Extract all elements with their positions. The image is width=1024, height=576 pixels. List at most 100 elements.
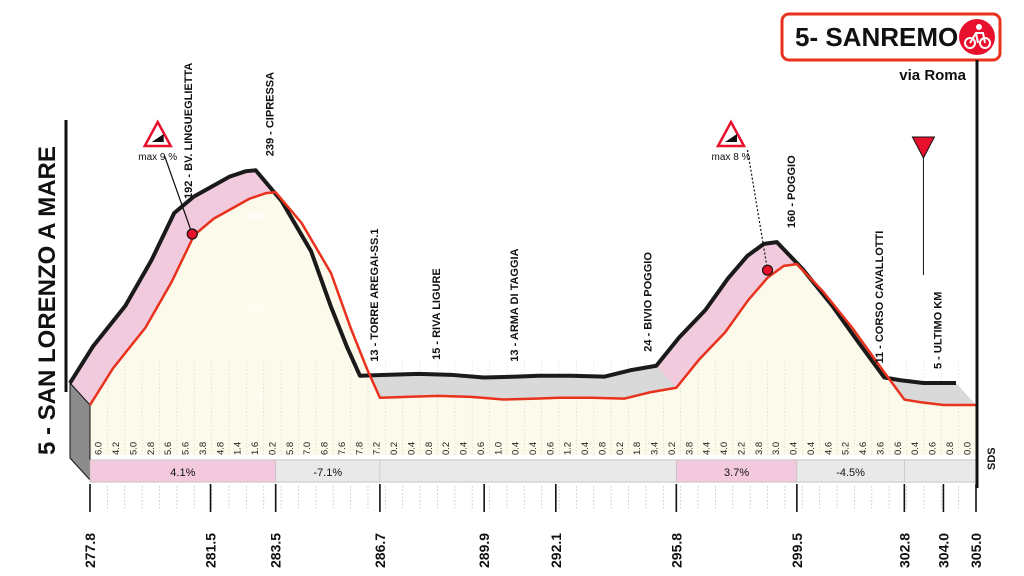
gradient-tick-label: 1.8 xyxy=(632,442,643,455)
altitude-tick-label: 200 xyxy=(248,212,263,222)
gradient-tick-label: 0.8 xyxy=(945,442,956,455)
gradient-tick-label: 3.8 xyxy=(684,442,695,455)
gradient-tick-label: 0.4 xyxy=(406,442,417,455)
ultimo-km-flag-icon xyxy=(911,136,936,160)
gradient-tick-label: 7.6 xyxy=(337,442,348,455)
point-label: 5 - ULTIMO KM xyxy=(932,292,944,369)
gradient-tick-label: 1.2 xyxy=(563,442,574,455)
gradient-tick-label: 0.4 xyxy=(511,442,522,455)
gradient-tick-label: 0.6 xyxy=(928,442,939,455)
gradient-tick-label: 0.2 xyxy=(441,442,452,455)
profile-base: 0 100 200 xyxy=(68,168,977,482)
gradient-tick-label: 2.8 xyxy=(146,442,157,455)
gradient-tick-label: 0.2 xyxy=(389,442,400,455)
profile-point: 11 - CORSO CAVALLOTTI xyxy=(874,231,886,364)
gradient-tick-label: 4.0 xyxy=(719,442,730,455)
climb-face xyxy=(656,242,797,388)
climb-max-label: max 9 % xyxy=(138,152,177,163)
km-label: 286.7 xyxy=(372,533,388,568)
sds-label: SDS xyxy=(986,447,998,470)
gradient-tick-label: 1.0 xyxy=(493,442,504,455)
point-label: 11 - CORSO CAVALLOTTI xyxy=(874,231,886,364)
profile-point: 5 - ULTIMO KM xyxy=(911,136,944,369)
gradient-tick-label: 0.6 xyxy=(545,442,556,455)
point-marker-dot xyxy=(186,228,198,240)
profile-altitude-line xyxy=(88,191,976,407)
gradient-tick-label: 3.8 xyxy=(198,442,209,455)
km-label: 281.5 xyxy=(203,533,219,568)
climb-warning-icon xyxy=(142,119,173,148)
gradient-segment xyxy=(904,459,977,483)
profile-point: 15 - RIVA LIGURE xyxy=(431,268,443,360)
climb-sign: max 9 % xyxy=(138,119,177,163)
gradient-tick-label: 0.0 xyxy=(962,442,973,455)
climb-max-label: max 8 % xyxy=(712,152,751,163)
gradient-tick-label: 6.8 xyxy=(320,442,331,455)
profile-points: 192 - BV. LINGUEGLIETTA 239 - CIPRESSA 13 … xyxy=(138,63,944,369)
gradient-tick-label: 0.8 xyxy=(597,442,608,455)
km-label: 305.0 xyxy=(968,533,984,568)
gradient-tick-label: 3.6 xyxy=(875,442,886,455)
gradient-tick-label: 1.4 xyxy=(233,442,244,455)
gradient-tick-label: 5.6 xyxy=(163,442,174,455)
gradient-tick-label: 0.4 xyxy=(789,442,800,455)
gradient-tick-label: 0.4 xyxy=(806,442,817,455)
gradient-tick-label: 3.4 xyxy=(650,442,661,455)
point-label: 160 - POGGIO xyxy=(786,155,798,228)
finish-box-frame xyxy=(780,12,1002,62)
profile-point: 13 - ARMA DI TAGGIA xyxy=(509,248,521,361)
gradient-tick-label: 2.2 xyxy=(736,442,747,455)
finish-box: 5- SANREMO via Roma xyxy=(780,12,1002,488)
km-label: 304.0 xyxy=(935,533,951,568)
cyclist-icon xyxy=(959,19,995,55)
km-axis: 277.8 281.5 283.5 286.7 289.9 292.1 295.8 299.5… xyxy=(82,484,984,568)
km-label: 295.8 xyxy=(668,533,684,568)
point-label: 15 - RIVA LIGURE xyxy=(431,268,443,360)
gradient-tick-label: 3.8 xyxy=(754,442,765,455)
finish-sublabel: via Roma xyxy=(899,67,966,84)
profile-point: 24 - BIVIO POGGIO xyxy=(643,252,655,352)
point-label: 239 - CIPRESSA xyxy=(265,72,277,156)
gradient-tick-label: 4.6 xyxy=(858,442,869,455)
km-label: 289.9 xyxy=(476,533,492,568)
profile-ridge-line xyxy=(68,168,956,385)
gradient-tick-label: 6.0 xyxy=(94,442,105,455)
gradient-tick-label: 4.4 xyxy=(702,442,713,455)
gradient-tick-label: 1.6 xyxy=(250,442,261,455)
gradient-tick-label: 0.4 xyxy=(910,442,921,455)
profile-point: 13 - TORRE AREGAI-SS.1 xyxy=(369,228,381,361)
gradient-tick-label: 0.4 xyxy=(459,442,470,455)
point-label: 13 - ARMA DI TAGGIA xyxy=(509,248,521,361)
gradient-segment xyxy=(379,459,677,483)
gradient-tick-label: 5.6 xyxy=(181,442,192,455)
profile-point: 160 - POGGIO xyxy=(746,149,798,276)
altitude-tick-label: 0 xyxy=(258,394,263,404)
gradient-tick-label: 0.4 xyxy=(528,442,539,455)
gradient-tick-label: 0.2 xyxy=(667,442,678,455)
gradient-tick-label: 5.8 xyxy=(285,442,296,455)
gradient-tick-label: 0.4 xyxy=(580,442,591,455)
profile-point: 192 - BV. LINGUEGLIETTA xyxy=(163,63,198,240)
gradient-segment-label: -4.5% xyxy=(836,467,865,479)
gradient-tick-label: 0.6 xyxy=(893,442,904,455)
climb-slope-icon xyxy=(151,134,164,142)
gradient-tick-label: 7.8 xyxy=(354,442,365,455)
gradient-tick-label: 7.2 xyxy=(372,442,383,455)
point-label: 192 - BV. LINGUEGLIETTA xyxy=(183,63,195,199)
climb-face xyxy=(70,170,276,405)
gradient-tick-labels: 6.0 4.2 5.0 2.8 5.6 5.6 3.8 4.8 1.4 1.6 0.2 5.8 7.0 6… xyxy=(94,442,974,455)
gradient-segment-label: 3.7% xyxy=(724,467,749,479)
gradient-segment-label: 4.1% xyxy=(170,467,195,479)
gradient-tick-label: 0.6 xyxy=(476,442,487,455)
altitude-tick-label: 100 xyxy=(248,303,263,313)
gradient-segment-label: -7.1% xyxy=(313,467,342,479)
gradient-tick-label: 4.8 xyxy=(215,442,226,455)
point-leader-line xyxy=(163,154,193,235)
climb-sign: max 8 % xyxy=(712,119,751,163)
point-marker-dot xyxy=(761,264,774,276)
gradient-tick-label: 0.2 xyxy=(267,442,278,455)
km-label: 283.5 xyxy=(268,533,284,568)
start-label: 5 - SAN LORENZO A MARE xyxy=(34,146,61,455)
gradient-tick-label: 3.0 xyxy=(771,442,782,455)
